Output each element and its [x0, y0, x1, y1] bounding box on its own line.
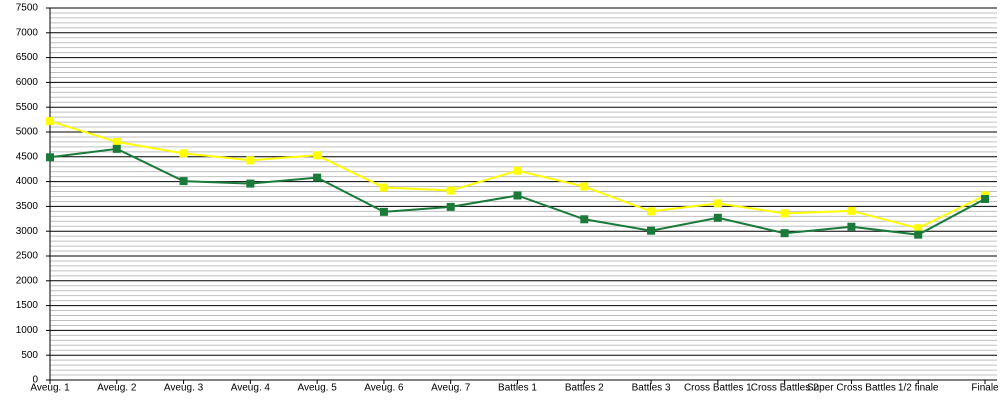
point-marker	[46, 117, 54, 126]
x-tick-label: Aveug. 3	[164, 383, 204, 394]
y-tick-label: 5000	[16, 127, 39, 138]
y-tick-label: 4000	[16, 176, 39, 187]
point-marker	[46, 153, 54, 162]
point-marker	[780, 209, 789, 218]
point-marker	[179, 177, 188, 186]
x-tick-label: Battles 3	[632, 383, 671, 394]
y-tick-label: 3000	[16, 226, 39, 237]
point-marker	[379, 207, 388, 216]
y-tick-label: 4500	[16, 151, 39, 162]
point-marker	[914, 230, 923, 239]
y-tick-label: 7500	[16, 3, 39, 14]
y-tick-label: 2500	[16, 251, 39, 262]
x-tick-label: Cross Battles 1	[684, 383, 752, 394]
point-marker	[246, 156, 255, 165]
point-marker	[580, 182, 589, 191]
point-marker	[379, 183, 388, 192]
x-tick-label: 1/2 finale	[898, 383, 939, 394]
x-tick-label: Aveug. 2	[97, 383, 137, 394]
x-tick-label: Super Cross Battles	[807, 383, 896, 394]
point-marker	[647, 207, 656, 216]
point-marker	[713, 199, 722, 208]
y-tick-label: 1500	[16, 300, 39, 311]
point-marker	[313, 173, 322, 182]
y-tick-label: 500	[21, 350, 38, 361]
x-tick-label: Finale	[971, 383, 999, 394]
point-marker	[780, 229, 789, 238]
point-marker	[847, 222, 856, 231]
point-marker	[112, 144, 121, 153]
point-marker	[313, 151, 322, 160]
point-marker	[446, 202, 455, 211]
x-tick-label: Battles 2	[565, 383, 604, 394]
y-tick-label: 6000	[16, 77, 39, 88]
y-tick-label: 7000	[16, 27, 39, 38]
y-tick-label: 3500	[16, 201, 39, 212]
x-tick-label: Aveug. 7	[431, 383, 471, 394]
x-tick-label: Battles 1	[498, 383, 537, 394]
point-marker	[112, 137, 121, 146]
y-tick-label: 6500	[16, 52, 39, 63]
point-marker	[647, 226, 656, 235]
point-marker	[446, 186, 455, 195]
point-marker	[580, 215, 589, 224]
point-marker	[981, 194, 989, 203]
y-tick-label: 1000	[16, 325, 39, 336]
point-marker	[179, 149, 188, 158]
point-marker	[847, 206, 856, 215]
y-tick-label: 2000	[16, 275, 39, 286]
y-tick-label: 0	[32, 375, 38, 386]
x-tick-label: Aveug. 1	[30, 383, 70, 394]
point-marker	[513, 191, 522, 200]
point-marker	[713, 213, 722, 222]
point-marker	[513, 166, 522, 175]
x-tick-label: Aveug. 6	[364, 383, 404, 394]
point-marker	[914, 224, 923, 233]
x-tick-label: Aveug. 4	[231, 383, 271, 394]
x-tick-label: Cross Battles 2	[751, 383, 819, 394]
y-tick-label: 5500	[16, 102, 39, 113]
x-tick-label: Aveug. 5	[297, 383, 337, 394]
point-marker	[246, 179, 255, 188]
